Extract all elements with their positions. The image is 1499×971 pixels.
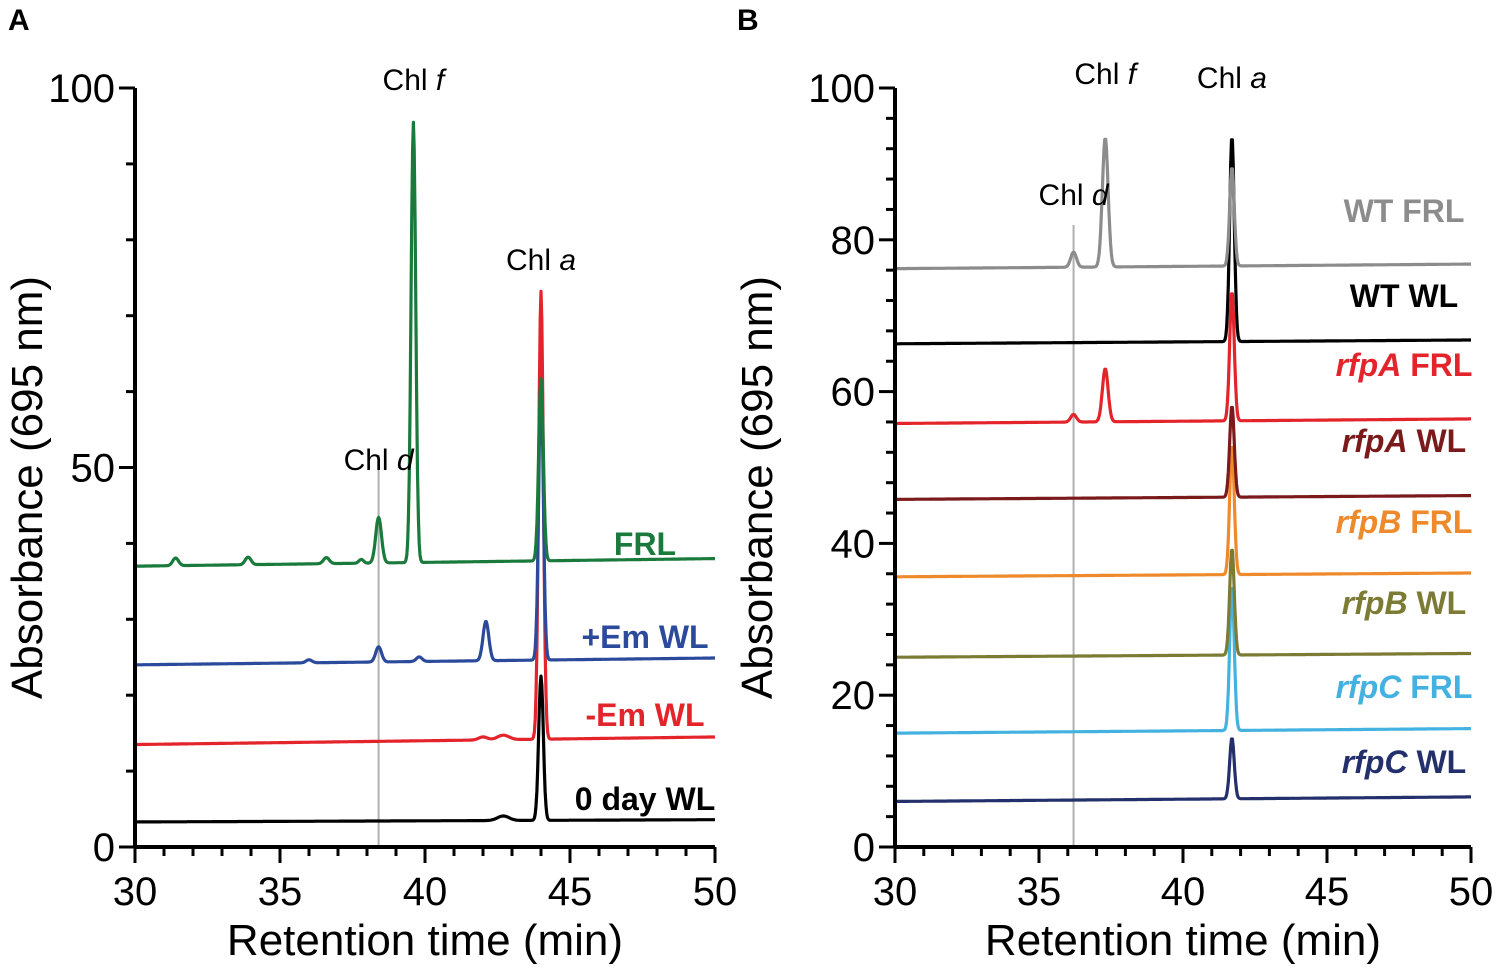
series-label: WT WL xyxy=(1350,278,1458,314)
trace-rfpa-frl xyxy=(894,292,1472,426)
peak-label-chl-d: Chl d xyxy=(344,444,415,477)
series-label-part: -Em WL xyxy=(585,697,704,733)
x-tick-label: 35 xyxy=(1017,870,1062,914)
series-label-part: rfpB xyxy=(1336,504,1402,540)
series-label: -Em WL xyxy=(585,697,704,733)
peak-label-chl-f: Chl f xyxy=(383,64,447,97)
peak-label-text: Chl xyxy=(1039,179,1092,212)
series-label-part: rfpA xyxy=(1336,347,1402,383)
peak-label-text: Chl xyxy=(344,444,397,477)
panel-letter: B xyxy=(737,4,759,37)
series-label: rfpB WL xyxy=(1342,585,1466,621)
peak-label-italic: d xyxy=(397,444,415,477)
series-label-part: rfpC xyxy=(1336,669,1403,705)
series-label: rfpA FRL xyxy=(1336,347,1473,383)
y-axis-title: Absorbance (695 nm) xyxy=(3,276,52,699)
series-label-part: WL xyxy=(1408,744,1467,780)
x-tick-label: 50 xyxy=(693,870,738,914)
peak-label-chl-a: Chl a xyxy=(1197,62,1267,95)
panel-b: B 30 35 40 45 50 0 20 40 60 80 100 Retention time (m… xyxy=(733,4,1493,965)
y-tick-label: 80 xyxy=(831,219,876,263)
y-tick-label: 50 xyxy=(71,447,116,491)
trace-0-day-wl xyxy=(134,674,716,824)
peak-label-italic: f xyxy=(436,64,447,97)
peak-label-text: Chl xyxy=(1197,62,1250,95)
series-label-part: FRL xyxy=(614,526,676,562)
trace-frl xyxy=(134,120,716,568)
x-tick-label: 40 xyxy=(403,870,448,914)
y-axis-title: Absorbance (695 nm) xyxy=(733,276,782,699)
x-axis-title: Retention time (min) xyxy=(985,916,1381,965)
trace-em-wl xyxy=(134,289,716,747)
y-tick-label: 40 xyxy=(831,522,876,566)
y-tick-label: 100 xyxy=(48,67,115,111)
peak-label-chl-d: Chl d xyxy=(1039,179,1110,212)
x-tick-label: 40 xyxy=(1161,870,1206,914)
y-tick-label: 100 xyxy=(808,67,875,111)
x-tick-label: 45 xyxy=(1305,870,1350,914)
peak-label-text: Chl xyxy=(1074,58,1127,91)
trace-rfpb-frl xyxy=(894,446,1472,579)
peak-label-italic: f xyxy=(1128,58,1139,91)
peak-label-text: Chl xyxy=(383,64,436,97)
y-tick-label: 0 xyxy=(93,826,115,870)
y-tick-label: 20 xyxy=(831,674,876,718)
x-axis-title: Retention time (min) xyxy=(227,916,623,965)
series-label-part: +Em WL xyxy=(581,619,708,655)
trace-rfpc-frl xyxy=(894,587,1472,735)
trace-rfpb-wl xyxy=(894,548,1472,659)
x-tick-label: 35 xyxy=(258,870,303,914)
series-label-part: WL xyxy=(1408,585,1467,621)
peak-label-italic: a xyxy=(559,244,576,277)
series-label-part: rfpA xyxy=(1342,423,1408,459)
panel-letter: A xyxy=(8,4,30,37)
series-label-part: 0 day WL xyxy=(575,781,715,817)
series-label: 0 day WL xyxy=(575,781,715,817)
x-tick-label: 50 xyxy=(1449,870,1494,914)
x-tick-label: 30 xyxy=(873,870,918,914)
y-tick-label: 60 xyxy=(831,371,876,415)
series-label: rfpA WL xyxy=(1342,423,1466,459)
series-label: WT FRL xyxy=(1344,193,1465,229)
series-label: rfpC WL xyxy=(1342,744,1466,780)
series-label: rfpB FRL xyxy=(1336,504,1473,540)
peak-label-text: Chl xyxy=(506,244,559,277)
series-label-part: FRL xyxy=(1401,504,1472,540)
x-tick-label: 30 xyxy=(113,870,158,914)
y-tick-label: 0 xyxy=(853,826,875,870)
trace-wt-wl xyxy=(894,138,1472,346)
series-label-part: rfpC xyxy=(1342,744,1409,780)
trace-wt-frl xyxy=(894,137,1472,271)
x-tick-label: 45 xyxy=(548,870,593,914)
trace-em-wl xyxy=(134,385,716,667)
series-label: FRL xyxy=(614,526,676,562)
panel-a: A 30 35 40 45 50 0 50 100 Retention time (min) Abs… xyxy=(3,4,737,965)
peak-label-chl-a: Chl a xyxy=(506,244,576,277)
series-label-part: WT WL xyxy=(1350,278,1458,314)
trace-rfpa-wl xyxy=(894,405,1472,501)
series-label: +Em WL xyxy=(581,619,708,655)
series-label-part: rfpB xyxy=(1342,585,1408,621)
peak-label-italic: d xyxy=(1092,179,1110,212)
series-label-part: WT FRL xyxy=(1344,193,1465,229)
series-label-part: FRL xyxy=(1401,669,1472,705)
trace-rfpc-wl xyxy=(894,737,1472,804)
series-label-part: WL xyxy=(1408,423,1467,459)
series-label-part: FRL xyxy=(1401,347,1472,383)
peak-label-italic: a xyxy=(1250,62,1267,95)
peak-label-chl-f: Chl f xyxy=(1074,58,1138,91)
series-label: rfpC FRL xyxy=(1336,669,1473,705)
